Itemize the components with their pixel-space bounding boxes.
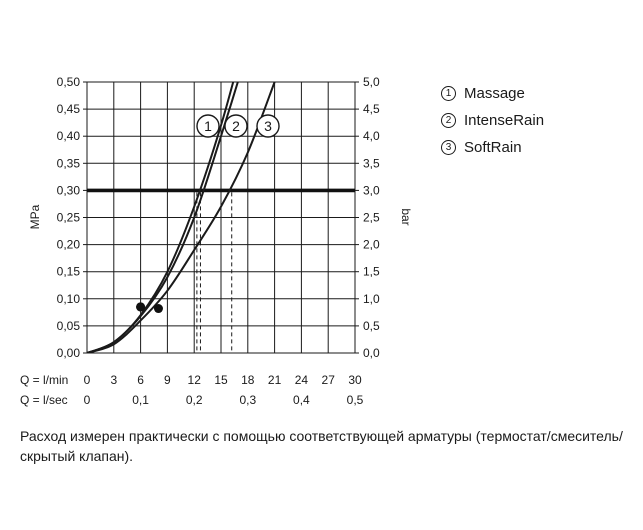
lmin-tick-label: 12	[188, 373, 202, 387]
bar-tick-label: 1,0	[363, 292, 380, 306]
mpa-tick-label: 0,35	[57, 156, 81, 170]
bar-tick-label: 3,5	[363, 156, 380, 170]
series-massage	[87, 44, 243, 353]
lmin-tick-label: 30	[348, 373, 362, 387]
mpa-tick-label: 0,10	[57, 292, 81, 306]
mpa-tick-label: 0,50	[57, 75, 81, 89]
lsec-axis-label: Q = l/sec	[20, 393, 68, 407]
bar-tick-label: 3,0	[363, 183, 380, 197]
legend-label: SoftRain	[464, 139, 522, 156]
mpa-tick-label: 0,30	[57, 183, 81, 197]
lmin-axis-label: Q = l/min	[20, 373, 68, 387]
pressure-flow-chart: 0,000,050,100,150,200,250,300,350,400,45…	[20, 44, 413, 407]
legend-label: Massage	[464, 85, 525, 102]
curve-badge-text-intenserain: 2	[232, 118, 240, 134]
bar-tick-label: 1,5	[363, 265, 380, 279]
bar-tick-label: 4,0	[363, 129, 380, 143]
lmin-tick-label: 3	[110, 373, 117, 387]
legend-item-softrain: 3 SoftRain	[441, 134, 544, 161]
chart-curves	[87, 44, 275, 353]
mpa-tick-label: 0,45	[57, 102, 81, 116]
curve-badge-text-softrain: 3	[264, 118, 272, 134]
flow-measurement-note: Расход измерен практически с помощью соо…	[20, 428, 623, 464]
legend-item-intenserain: 2 IntenseRain	[441, 107, 544, 134]
lsec-tick-label: 0,3	[239, 393, 256, 407]
series-softrain	[87, 82, 275, 353]
lmin-tick-label: 24	[295, 373, 309, 387]
mpa-tick-label: 0,20	[57, 238, 81, 252]
curve-badge-text-massage: 1	[204, 118, 212, 134]
legend-label: IntenseRain	[464, 112, 545, 129]
curve-intenserain	[87, 49, 248, 353]
lmin-tick-label: 9	[164, 373, 171, 387]
legend-marker: 2	[441, 113, 456, 128]
chart-labels: 0,000,050,100,150,200,250,300,350,400,45…	[20, 75, 413, 407]
bar-axis-label: bar	[399, 208, 413, 225]
mpa-tick-label: 0,25	[57, 211, 81, 225]
series-intenserain	[87, 49, 248, 353]
mpa-tick-label: 0,00	[57, 346, 81, 360]
lmin-tick-label: 6	[137, 373, 144, 387]
lmin-tick-label: 15	[214, 373, 228, 387]
curve-softrain	[87, 82, 275, 353]
bar-tick-label: 4,5	[363, 102, 380, 116]
marker-dot-intenserain	[136, 302, 145, 311]
mpa-tick-label: 0,40	[57, 129, 81, 143]
legend-item-massage: 1 Massage	[441, 80, 544, 107]
curve-badge-intenserain	[224, 114, 248, 138]
lsec-tick-label: 0,2	[186, 393, 203, 407]
lsec-tick-label: 0,1	[132, 393, 149, 407]
legend-marker: 3	[441, 140, 456, 155]
marker-dot-softrain	[154, 304, 163, 313]
curve-badge-massage	[196, 114, 220, 138]
mpa-axis-label: MPa	[28, 204, 42, 229]
bar-tick-label: 0,0	[363, 346, 380, 360]
curve-massage	[87, 44, 243, 353]
lmin-tick-label: 27	[322, 373, 336, 387]
bar-tick-label: 0,5	[363, 319, 380, 333]
lmin-tick-label: 0	[84, 373, 91, 387]
lmin-tick-label: 21	[268, 373, 282, 387]
lsec-tick-label: 0	[84, 393, 91, 407]
chart-legend: 1 Massage 2 IntenseRain 3 SoftRain	[441, 80, 544, 161]
mpa-tick-label: 0,15	[57, 265, 81, 279]
curve-badge-softrain	[256, 114, 280, 138]
lsec-tick-label: 0,5	[347, 393, 364, 407]
bar-tick-label: 2,0	[363, 238, 380, 252]
bar-tick-label: 5,0	[363, 75, 380, 89]
mpa-tick-label: 0,05	[57, 319, 81, 333]
legend-marker: 1	[441, 86, 456, 101]
lmin-tick-label: 18	[241, 373, 255, 387]
lsec-tick-label: 0,4	[293, 393, 310, 407]
bar-tick-label: 2,5	[363, 211, 380, 225]
